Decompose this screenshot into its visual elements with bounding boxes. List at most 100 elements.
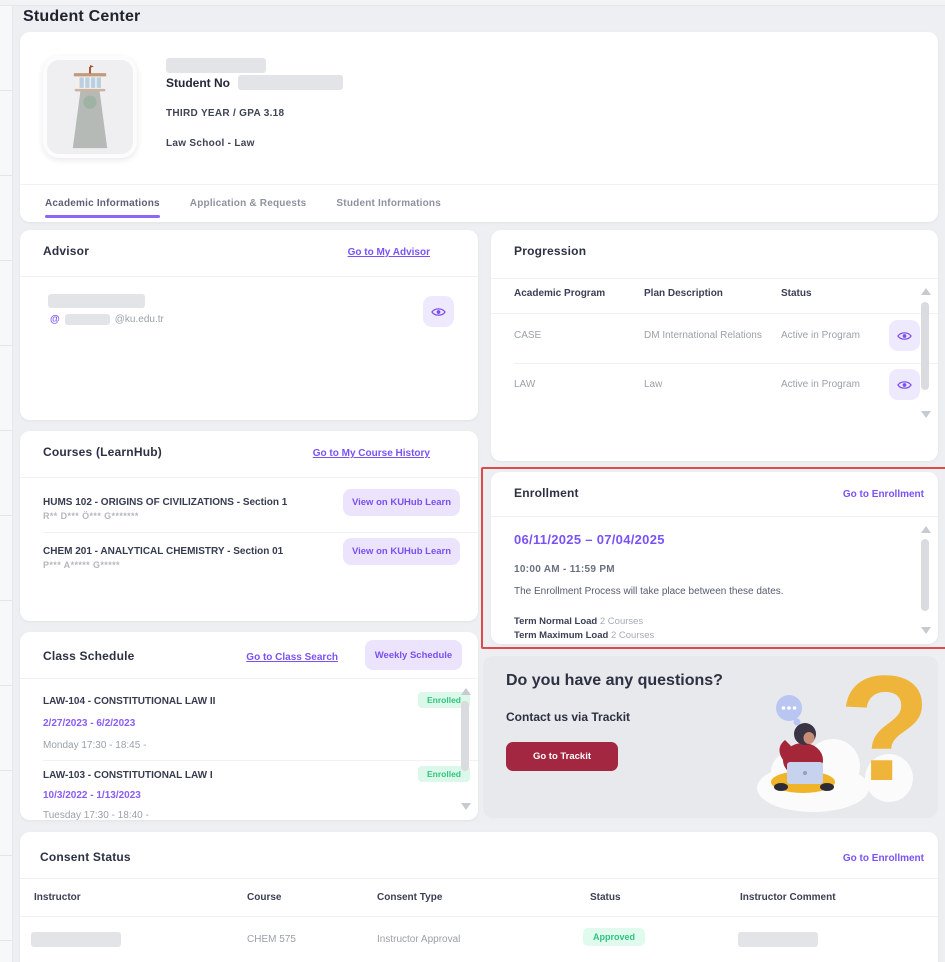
course-name: HUMS 102 - ORIGINS OF CIVILIZATIONS - Se… — [43, 497, 288, 508]
divider — [43, 532, 478, 533]
view-on-kuhub-button[interactable]: View on KUHub Learn — [343, 538, 460, 565]
comment-redacted — [738, 932, 818, 947]
enrollment-date-range: 06/11/2025 – 07/04/2025 — [514, 532, 665, 547]
eye-icon — [897, 380, 912, 389]
table-row-status: Active in Program — [781, 379, 860, 390]
advisor-card: Advisor Go to My Advisor @ @ku.edu.tr — [20, 230, 478, 420]
tower-illustration — [72, 64, 108, 149]
go-to-enrollment-link[interactable]: Go to Enrollment — [842, 489, 924, 500]
weekly-schedule-button[interactable]: Weekly Schedule — [365, 640, 462, 670]
table-row-plan: Law — [644, 379, 663, 390]
scrollbar — [920, 526, 931, 634]
approved-badge: Approved — [583, 928, 646, 946]
go-to-class-search-link[interactable]: Go to Class Search — [246, 652, 338, 663]
question-illustration: ? — [757, 660, 931, 812]
scroll-down-icon[interactable] — [461, 803, 471, 810]
scroll-up-icon[interactable] — [921, 288, 931, 295]
col-plan-description: Plan Description — [644, 288, 723, 299]
term-maximum-load: Term Maximum Load 2 Courses — [514, 630, 655, 641]
advisor-email: @ @ku.edu.tr — [50, 314, 164, 325]
at-icon: @ — [50, 314, 60, 325]
class-schedule-title: Class Schedule — [43, 649, 135, 663]
scroll-up-icon[interactable] — [921, 526, 931, 533]
consent-title: Consent Status — [40, 850, 131, 864]
year-gpa: THIRD YEAR / GPA 3.18 — [166, 108, 285, 119]
term-normal-load: Term Normal Load 2 Courses — [514, 616, 644, 627]
scrollbar — [920, 288, 931, 418]
browser-edge-strip — [0, 0, 945, 6]
go-to-trackit-button[interactable]: Go to Trackit — [506, 742, 618, 771]
scroll-up-icon[interactable] — [461, 688, 471, 695]
col-status: Status — [590, 892, 621, 903]
courses-card: Courses (LearnHub) Go to My Course Histo… — [20, 431, 478, 621]
go-to-my-advisor-link[interactable]: Go to My Advisor — [347, 247, 430, 258]
instructor-redacted — [31, 932, 121, 947]
schedule-dates: 10/3/2022 - 1/13/2023 — [43, 790, 141, 801]
avatar — [43, 56, 137, 158]
school-program: Law School - Law — [166, 138, 255, 149]
schedule-dates: 2/27/2023 - 6/2/2023 — [43, 718, 136, 729]
table-row-program: CASE — [514, 330, 542, 341]
divider — [20, 916, 938, 917]
scroll-down-icon[interactable] — [921, 411, 931, 418]
enrollment-title: Enrollment — [514, 486, 579, 500]
profile-card: Student No THIRD YEAR / GPA 3.18 Law Sch… — [20, 32, 938, 222]
enrollment-card: Enrollment Go to Enrollment 06/11/2025 –… — [491, 472, 938, 644]
consent-status-card: Consent Status Go to Enrollment Instruct… — [20, 832, 938, 962]
col-instructor: Instructor — [34, 892, 81, 903]
scroll-down-icon[interactable] — [921, 627, 931, 634]
divider — [20, 477, 478, 478]
advisor-view-button[interactable] — [423, 296, 454, 327]
go-to-course-history-link[interactable]: Go to My Course History — [312, 448, 430, 459]
eye-icon — [431, 307, 446, 316]
schedule-time: Tuesday 17:30 - 18:40 - — [43, 810, 149, 821]
student-name-redacted — [166, 58, 266, 73]
progression-row-view-button[interactable] — [889, 320, 920, 351]
tab-application-requests[interactable]: Application & Requests — [189, 198, 307, 209]
divider — [43, 760, 478, 761]
col-academic-program: Academic Program — [514, 288, 606, 299]
scrollbar — [460, 688, 471, 810]
student-no-label: Student No — [166, 75, 230, 90]
left-rail — [0, 6, 13, 962]
scrollbar-thumb[interactable] — [921, 302, 929, 390]
divider — [491, 516, 938, 517]
eye-icon — [897, 331, 912, 340]
course-name: CHEM 201 - ANALYTICAL CHEMISTRY - Sectio… — [43, 546, 284, 557]
enrollment-time-range: 10:00 AM - 11:59 PM — [514, 564, 615, 575]
advisor-name-redacted — [48, 294, 145, 308]
email-domain: @ku.edu.tr — [114, 314, 164, 325]
divider — [491, 278, 938, 279]
tab-bar: Academic Informations Application & Requ… — [45, 185, 441, 222]
go-to-enrollment-link[interactable]: Go to Enrollment — [842, 853, 924, 864]
col-course: Course — [247, 892, 282, 903]
questions-title: Do you have any questions? — [506, 672, 723, 689]
col-instructor-comment: Instructor Comment — [740, 892, 836, 903]
view-on-kuhub-button[interactable]: View on KUHub Learn — [343, 489, 460, 516]
divider — [491, 313, 938, 314]
scrollbar-thumb[interactable] — [461, 701, 469, 771]
advisor-title: Advisor — [43, 244, 90, 258]
table-row-program: LAW — [514, 379, 536, 390]
progression-card: Progression Academic Program Plan Descri… — [491, 230, 938, 461]
col-status: Status — [781, 288, 812, 299]
divider — [20, 878, 938, 879]
scrollbar-thumb[interactable] — [921, 539, 929, 611]
page-title: Student Center — [23, 8, 141, 25]
divider — [20, 678, 478, 679]
progression-title: Progression — [514, 244, 587, 258]
email-user-redacted — [64, 314, 110, 325]
course-instructor: R** D*** Ö*** G******* — [43, 511, 139, 521]
student-no-redacted — [238, 75, 343, 90]
progression-row-view-button[interactable] — [889, 369, 920, 400]
table-row-status: Active in Program — [781, 330, 860, 341]
tab-academic-informations[interactable]: Academic Informations — [45, 185, 160, 222]
class-schedule-card: Class Schedule Go to Class Search Weekly… — [20, 632, 478, 821]
schedule-time: Monday 17:30 - 18:45 - — [43, 740, 147, 751]
schedule-course-name: LAW-104 - CONSTITUTIONAL LAW II — [43, 696, 216, 707]
consent-type: Instructor Approval — [377, 934, 461, 945]
schedule-course-name: LAW-103 - CONSTITUTIONAL LAW I — [43, 770, 213, 781]
courses-title: Courses (LearnHub) — [43, 445, 162, 459]
tab-student-informations[interactable]: Student Informations — [336, 198, 441, 209]
